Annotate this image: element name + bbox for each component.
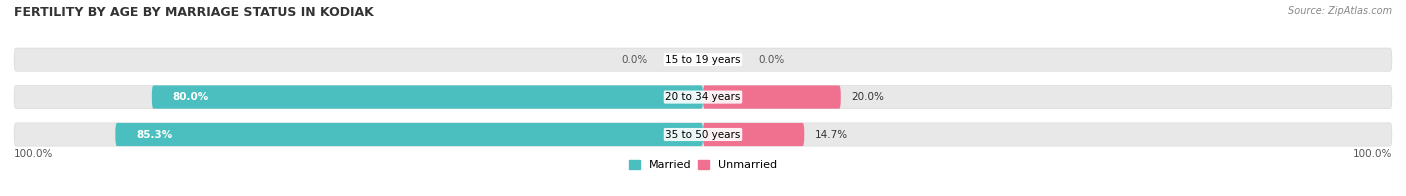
FancyBboxPatch shape	[14, 85, 1392, 109]
Text: 14.7%: 14.7%	[814, 130, 848, 140]
FancyBboxPatch shape	[115, 123, 703, 146]
Text: 0.0%: 0.0%	[758, 55, 785, 65]
Text: 20 to 34 years: 20 to 34 years	[665, 92, 741, 102]
Text: 80.0%: 80.0%	[173, 92, 208, 102]
FancyBboxPatch shape	[14, 48, 1392, 71]
Text: 20.0%: 20.0%	[851, 92, 884, 102]
FancyBboxPatch shape	[152, 85, 703, 109]
Text: 85.3%: 85.3%	[136, 130, 173, 140]
Legend: Married, Unmarried: Married, Unmarried	[628, 160, 778, 170]
FancyBboxPatch shape	[703, 85, 841, 109]
FancyBboxPatch shape	[703, 123, 804, 146]
FancyBboxPatch shape	[14, 123, 1392, 146]
Text: 100.0%: 100.0%	[14, 149, 53, 159]
Text: FERTILITY BY AGE BY MARRIAGE STATUS IN KODIAK: FERTILITY BY AGE BY MARRIAGE STATUS IN K…	[14, 6, 374, 19]
Text: 15 to 19 years: 15 to 19 years	[665, 55, 741, 65]
Text: 35 to 50 years: 35 to 50 years	[665, 130, 741, 140]
Text: 100.0%: 100.0%	[1353, 149, 1392, 159]
Text: 0.0%: 0.0%	[621, 55, 648, 65]
Text: Source: ZipAtlas.com: Source: ZipAtlas.com	[1288, 6, 1392, 16]
